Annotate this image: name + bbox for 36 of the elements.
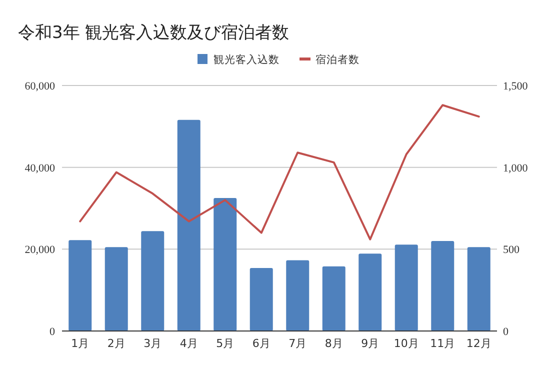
y-tick-label: 20,000 [24, 244, 56, 256]
y-tick-label: 0 [50, 326, 56, 338]
bar [286, 260, 310, 331]
bar [394, 244, 418, 331]
y2-tick-label: 1,500 [503, 80, 528, 92]
x-tick-label: 5月 [216, 337, 234, 350]
bar [358, 254, 382, 331]
y-tick-label: 40,000 [24, 162, 56, 174]
x-tick-label: 4月 [180, 337, 198, 350]
x-tick-label: 10月 [394, 337, 419, 350]
x-tick-label: 11月 [430, 337, 456, 350]
bar [141, 231, 164, 331]
legend-label: 宿泊者数 [316, 53, 360, 66]
x-tick-label: 8月 [324, 337, 343, 350]
bar [467, 247, 490, 331]
bar [250, 268, 273, 331]
x-tick-label: 3月 [144, 337, 162, 350]
bar [104, 247, 128, 331]
y2-tick-label: 1,000 [503, 162, 528, 174]
chart-title: 令和3年 観光客入込数及び宿泊者数 [18, 23, 290, 43]
bar [431, 240, 454, 331]
legend-label: 観光客入込数 [214, 53, 280, 66]
x-tick-label: 9月 [361, 337, 380, 350]
bar [177, 120, 200, 331]
y-tick-label: 60,000 [24, 80, 56, 92]
x-tick-label: 12月 [466, 337, 492, 350]
x-tick-label: 1月 [71, 337, 90, 350]
x-tick-label: 6月 [252, 337, 270, 350]
x-tick-label: 7月 [288, 337, 307, 350]
bar [214, 198, 237, 331]
line-series [79, 104, 480, 240]
y2-tick-label: 0 [503, 326, 509, 338]
x-tick-label: 2月 [107, 337, 126, 350]
y2-tick-label: 500 [503, 244, 520, 256]
bar [322, 266, 346, 331]
bar [68, 240, 92, 331]
